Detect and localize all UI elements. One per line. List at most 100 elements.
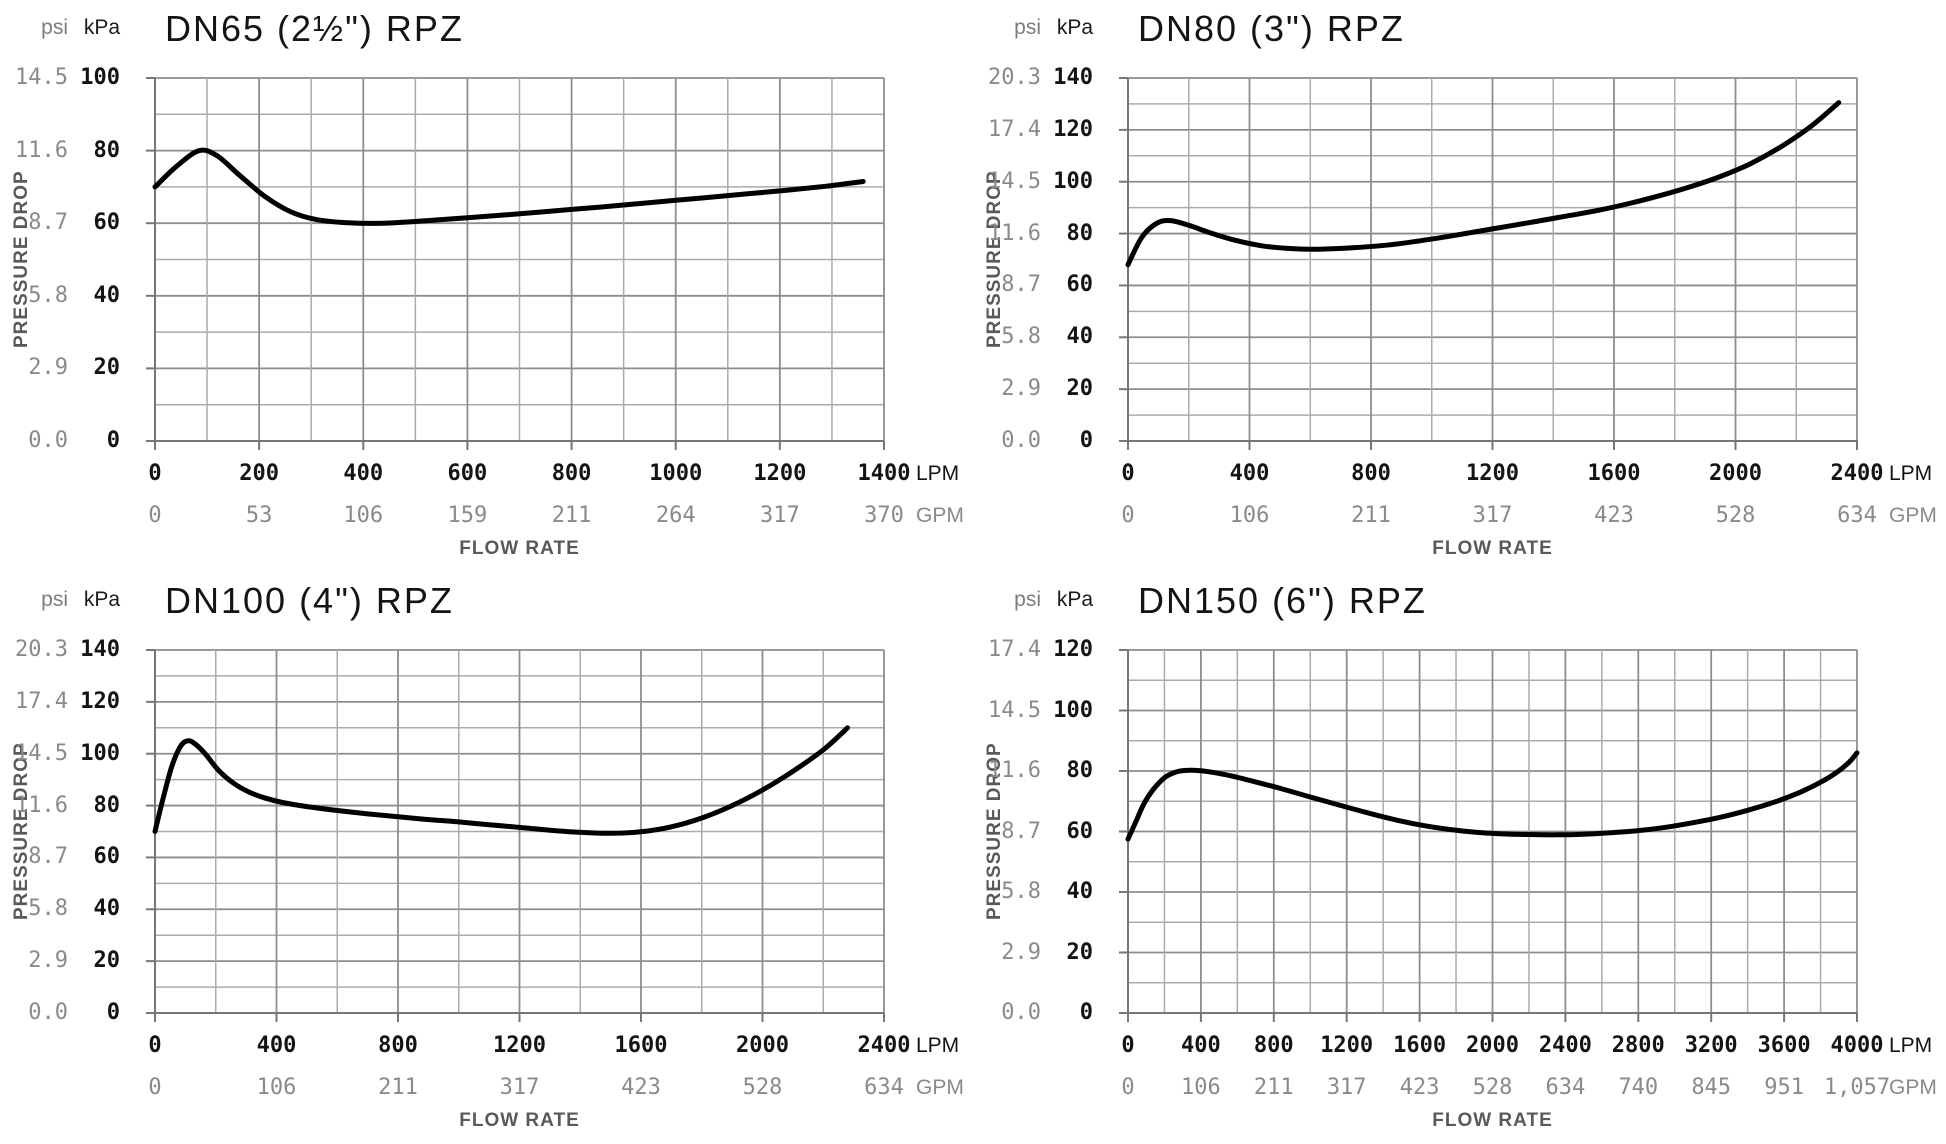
gpm-tick-label: 106 — [1181, 1075, 1221, 1100]
gpm-tick-label: 1,057 — [1823, 1075, 1891, 1100]
lpm-tick-label: 2400 — [857, 1033, 911, 1058]
lpm-tick-label: 200 — [239, 461, 280, 486]
psi-tick-label: 0.0 — [28, 428, 68, 453]
gpm-tick-label: 845 — [1691, 1075, 1732, 1100]
chart-title: DN150 (6") RPZ — [1138, 580, 1427, 621]
kpa-tick-label: 20 — [1066, 376, 1094, 402]
lpm-tick-label: 400 — [1181, 1033, 1221, 1058]
psi-tick-label: 2.9 — [28, 948, 68, 974]
psi-tick-label: 5.8 — [1001, 324, 1041, 350]
kpa-unit-label: kPa — [1056, 16, 1093, 39]
gpm-tick-label: 528 — [1472, 1075, 1513, 1100]
chart-panel-dn100: psi kPa DN100 (4") RPZ PRESSURE DROP FLO… — [0, 572, 973, 1144]
psi-unit-label: psi — [41, 588, 68, 611]
kpa-tick-label: 20 — [1066, 939, 1094, 965]
lpm-tick-label: 2400 — [1538, 1033, 1592, 1058]
lpm-tick-label: 2800 — [1611, 1033, 1665, 1058]
psi-tick-label: 8.7 — [1001, 272, 1041, 298]
kpa-unit-label: kPa — [83, 16, 120, 39]
lpm-tick-label: 1200 — [753, 461, 807, 486]
chart-panel-dn150: psi kPa DN150 (6") RPZ PRESSURE DROP FLO… — [973, 572, 1946, 1144]
kpa-tick-label: 80 — [1066, 220, 1094, 246]
lpm-tick-label: 0 — [1121, 461, 1135, 486]
kpa-tick-label: 40 — [93, 896, 121, 922]
kpa-tick-label: 0 — [1079, 1000, 1093, 1025]
psi-tick-label: 5.8 — [28, 282, 68, 308]
gpm-tick-label: 740 — [1618, 1075, 1659, 1100]
lpm-tick-label: 2000 — [736, 1033, 789, 1058]
psi-tick-label: 2.9 — [1001, 376, 1041, 402]
kpa-tick-label: 0 — [106, 428, 120, 453]
pressure-drop-curve — [152, 147, 866, 226]
kpa-tick-label: 100 — [80, 65, 120, 90]
kpa-tick-label: 40 — [1066, 879, 1094, 904]
lpm-unit-label: LPM — [1889, 462, 1933, 485]
psi-tick-label: 17.4 — [988, 637, 1041, 662]
kpa-tick-label: 100 — [1053, 697, 1093, 723]
kpa-tick-label: 20 — [93, 355, 121, 381]
gpm-unit-label: GPM — [1889, 1076, 1937, 1099]
kpa-unit-label: kPa — [1056, 588, 1093, 611]
kpa-tick-label: 60 — [93, 844, 121, 870]
lpm-tick-label: 1200 — [1466, 461, 1519, 486]
lpm-tick-label: 3200 — [1684, 1033, 1738, 1058]
psi-tick-label: 2.9 — [1001, 939, 1041, 965]
gpm-tick-label: 423 — [1399, 1075, 1440, 1100]
gpm-tick-label: 423 — [621, 1075, 661, 1100]
lpm-tick-label: 400 — [256, 1033, 297, 1058]
lpm-unit-label: LPM — [916, 1034, 960, 1057]
lpm-unit-label: LPM — [916, 462, 960, 485]
psi-tick-label: 20.3 — [988, 65, 1041, 90]
gpm-tick-label: 423 — [1594, 503, 1634, 528]
kpa-tick-label: 0 — [106, 1000, 120, 1025]
lpm-tick-label: 4000 — [1830, 1033, 1884, 1058]
kpa-tick-label: 0 — [1079, 428, 1093, 453]
x-axis-title: FLOW RATE — [1432, 538, 1553, 559]
gpm-tick-label: 528 — [742, 1075, 783, 1100]
psi-tick-label: 0.0 — [1001, 428, 1041, 453]
x-axis-title: FLOW RATE — [459, 1110, 580, 1131]
psi-tick-label: 8.7 — [28, 844, 68, 870]
gpm-tick-label: 0 — [1121, 1075, 1135, 1100]
psi-tick-label: 20.3 — [15, 637, 68, 662]
kpa-tick-label: 60 — [1066, 818, 1094, 844]
kpa-tick-label: 120 — [80, 688, 120, 714]
lpm-tick-label: 1600 — [1393, 1033, 1447, 1058]
plot-area — [146, 77, 885, 450]
chart-title: DN100 (4") RPZ — [165, 580, 454, 621]
kpa-tick-label: 80 — [93, 792, 121, 818]
lpm-tick-label: 0 — [148, 1033, 162, 1058]
lpm-tick-label: 2000 — [1709, 461, 1762, 486]
kpa-tick-label: 40 — [1066, 324, 1094, 350]
plot-area — [146, 649, 885, 1022]
psi-tick-label: 17.4 — [15, 688, 68, 714]
psi-tick-label: 8.7 — [28, 210, 68, 236]
psi-tick-label: 14.5 — [15, 65, 68, 90]
gpm-tick-label: 317 — [499, 1075, 540, 1100]
kpa-tick-label: 100 — [1053, 168, 1093, 194]
lpm-tick-label: 800 — [551, 461, 592, 486]
lpm-tick-label: 1400 — [857, 461, 911, 486]
psi-tick-label: 5.8 — [1001, 879, 1041, 904]
gpm-tick-label: 317 — [1326, 1075, 1367, 1100]
pressure-drop-curve — [1125, 750, 1860, 842]
kpa-tick-label: 120 — [1053, 637, 1093, 662]
psi-tick-label: 17.4 — [988, 116, 1041, 142]
pressure-drop-curve — [1125, 100, 1842, 268]
gpm-tick-label: 211 — [1253, 1075, 1294, 1100]
kpa-tick-label: 140 — [1053, 65, 1093, 90]
lpm-tick-label: 400 — [1229, 461, 1270, 486]
lpm-unit-label: LPM — [1889, 1034, 1933, 1057]
kpa-tick-label: 20 — [93, 948, 121, 974]
gpm-tick-label: 106 — [343, 503, 384, 528]
psi-tick-label: 0.0 — [1001, 1000, 1041, 1025]
gpm-tick-label: 211 — [378, 1075, 418, 1100]
pressure-drop-curve — [152, 725, 850, 836]
gpm-tick-label: 951 — [1764, 1075, 1804, 1100]
psi-tick-label: 14.5 — [988, 168, 1041, 194]
x-axis-title: FLOW RATE — [1432, 1110, 1553, 1131]
plot-area — [1119, 649, 1860, 1022]
kpa-unit-label: kPa — [83, 588, 120, 611]
psi-tick-label: 11.6 — [988, 758, 1041, 783]
